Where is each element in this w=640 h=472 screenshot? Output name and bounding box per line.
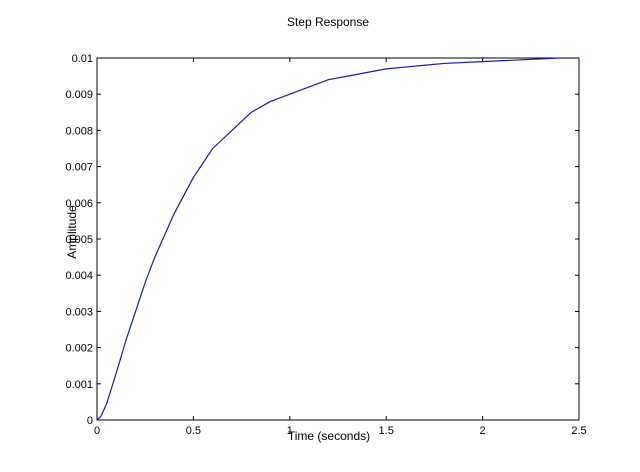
y-tick-label: 0.003 xyxy=(65,306,93,318)
y-tick-label: 0.001 xyxy=(65,379,93,391)
series-line xyxy=(96,57,579,421)
x-tick-label: 2 xyxy=(480,425,486,437)
x-axis-label: Time (seconds) xyxy=(288,429,370,443)
x-tick-label: 0 xyxy=(94,425,100,437)
x-tick-label: 1.5 xyxy=(379,425,394,437)
x-tick-label: 1 xyxy=(287,425,293,437)
x-tick-label: 2.5 xyxy=(571,425,586,437)
series-layer xyxy=(96,57,579,421)
x-tick-label: 0.5 xyxy=(186,425,201,437)
y-tick-label: 0.005 xyxy=(65,234,93,246)
ticks-layer: 0 0.5 1 1.5 2 2.5 0 0.001 0.002 0.003 0.004 0.005 0.… xyxy=(65,53,586,437)
y-tick-label: 0.007 xyxy=(65,162,93,174)
plot-area xyxy=(96,57,580,421)
y-tick-label: 0.008 xyxy=(65,125,93,137)
y-tick-label: 0.006 xyxy=(65,198,93,210)
y-tick-label: 0.002 xyxy=(65,343,93,355)
y-tick-label: 0 xyxy=(87,415,93,427)
y-axis-label: Amplitude xyxy=(65,205,79,259)
chart-title: Step Response xyxy=(287,15,369,29)
y-tick-label: 0.009 xyxy=(65,89,93,101)
y-tick-label: 0.01 xyxy=(72,53,93,65)
y-tick-label: 0.004 xyxy=(65,270,93,282)
